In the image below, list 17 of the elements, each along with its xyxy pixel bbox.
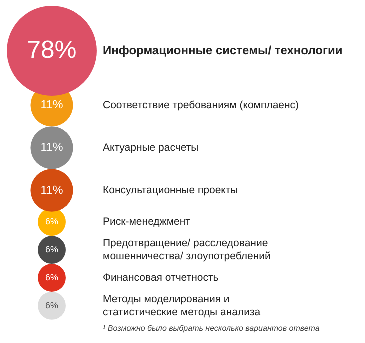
data-label: 6% (45, 244, 59, 255)
category-label: Актуарные расчеты (103, 142, 199, 154)
category-label: Финансовая отчетность (103, 272, 220, 284)
data-label: 6% (45, 216, 59, 227)
text: ¹ Возможно было выбрать несколько вариантов ответа (103, 324, 320, 334)
data-label: 6% (45, 272, 59, 282)
data-label: 11% (40, 184, 64, 197)
category-label: Риск-менеджмент (103, 216, 191, 228)
category-label: Предотвращение/ расследование мошенничества/ злоупотреблений (103, 237, 272, 262)
category-label: Методы моделирования и статистические методы анализа (103, 293, 261, 318)
data-label: 11% (40, 98, 64, 112)
category-label: Консультационные проекты (103, 184, 238, 196)
category-label: Информационные системы/ технологии (103, 43, 343, 58)
data-label: 78% (27, 36, 77, 64)
data-label: 11% (40, 141, 64, 154)
category-label: Соответствие требованиям (комплаенс) (103, 99, 300, 112)
data-label: 6% (45, 300, 59, 310)
